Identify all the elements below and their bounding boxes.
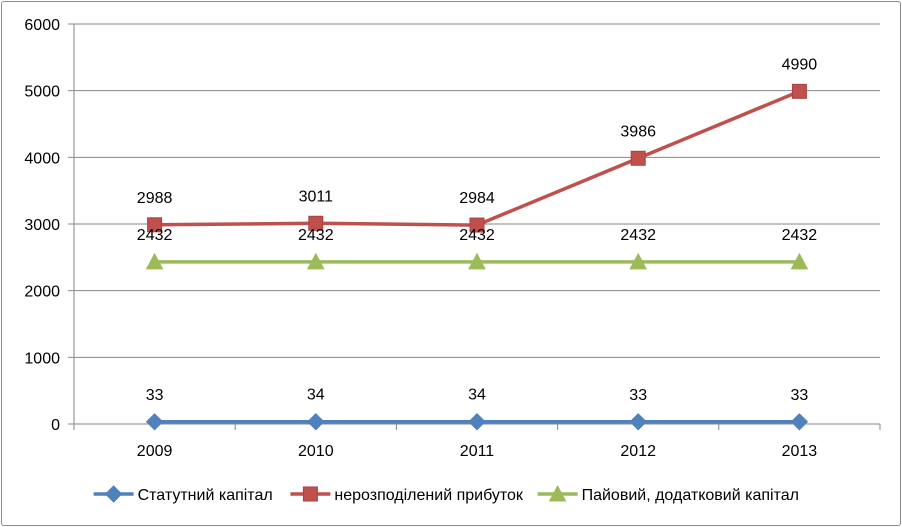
data-point [147,217,163,233]
legend-label: нерозподілений прибуток [334,487,524,504]
x-tick-label: 2010 [298,443,334,460]
data-label: 33 [146,387,164,404]
data-point [468,413,486,431]
legend-marker [548,484,567,502]
y-tick-label: 6000 [24,17,60,34]
y-tick-label: 0 [51,417,60,434]
data-point [629,413,647,431]
x-tick-label: 2012 [620,443,656,460]
y-tick-label: 1000 [24,350,60,367]
data-point [308,215,324,231]
data-point [791,83,807,99]
data-label: 34 [307,387,325,404]
data-label: 2432 [298,227,334,244]
data-label: 3986 [620,123,656,140]
data-point [790,413,809,431]
data-label: 2432 [137,227,173,244]
data-point [790,252,809,270]
data-point [306,252,325,270]
data-point [469,217,485,233]
y-tick-label: 2000 [24,284,60,301]
data-label: 33 [629,387,647,404]
data-point [629,252,648,270]
x-tick-label: 2013 [782,443,818,460]
data-point [630,150,646,166]
data-label: 2988 [137,190,173,207]
data-label: 34 [468,387,486,404]
data-label: 3011 [299,188,334,205]
data-label: 4990 [782,56,818,73]
data-label: 33 [791,387,809,404]
data-point [307,413,325,431]
data-label: 2984 [459,190,495,207]
legend-label: Пайовий, додатковий капітал [582,487,799,504]
x-tick-label: 2011 [460,443,495,460]
y-tick-label: 5000 [24,84,60,101]
data-label: 2432 [459,227,495,244]
y-tick-label: 3000 [24,217,60,234]
data-point [145,413,164,431]
data-point [468,252,486,270]
x-tick-label: 2009 [137,443,173,460]
legend-marker [302,486,318,502]
legend-marker [104,485,123,503]
legend-label: Статутний капітал [138,487,273,504]
y-tick-label: 4000 [24,150,60,167]
data-label: 2432 [620,227,656,244]
data-label: 2432 [782,227,818,244]
data-point [145,252,164,270]
